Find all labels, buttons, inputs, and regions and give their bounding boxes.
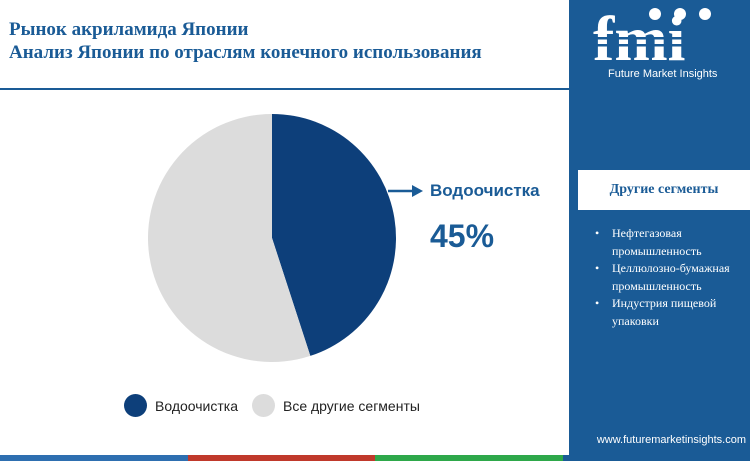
legend-item-other-segments: Все другие сегменты	[252, 394, 420, 417]
other-segments-list: • Нефтегазовая промышленность • Целлюлозно…	[595, 225, 745, 330]
website-url: www.futuremarketinsights.com	[596, 434, 746, 446]
legend-label-other-segments: Все другие сегменты	[283, 397, 420, 414]
title-divider	[0, 88, 569, 90]
pie-chart	[147, 114, 423, 363]
sidebar: fmi Future Market Insights Другие сегмен…	[569, 0, 750, 455]
legend-swatch-water-treatment	[124, 394, 147, 417]
legend-swatch-other-segments	[252, 394, 275, 417]
globe-icon	[649, 8, 661, 20]
bullet: •	[595, 226, 600, 240]
fmi-logo: fmi Future Market Insights	[583, 4, 743, 84]
callout-value: 45%	[430, 218, 495, 254]
bottom-bar-segment	[0, 455, 188, 461]
pie-slice-water-treatment	[272, 114, 396, 356]
legend-label-water-treatment: Водоочистка	[155, 397, 238, 414]
callout-label: Водоочистка	[430, 181, 540, 200]
list-item: • Целлюлозно-бумажная промышленность	[595, 260, 745, 295]
pie-slice-other-segments	[147, 114, 311, 363]
list-item: • Нефтегазовая промышленность	[595, 225, 745, 260]
bullet: •	[595, 296, 600, 310]
bottom-bar-segment	[187, 455, 375, 461]
globe-icon	[699, 8, 711, 20]
callout-arrow	[388, 185, 423, 197]
title-line-1: Рынок акриламида Японии	[9, 19, 249, 40]
list-item-text: Нефтегазовая промышленность	[612, 226, 702, 258]
bottom-bar-segment	[375, 455, 563, 461]
other-segments-heading: Другие сегменты	[578, 170, 750, 210]
list-item: • Индустрия пищевой упаковки	[595, 295, 745, 330]
logo-text: fmi	[593, 4, 685, 66]
pie-slices	[147, 114, 396, 363]
legend-item-water-treatment: Водоочистка	[124, 394, 238, 417]
bottom-bar-segment	[562, 455, 750, 461]
bottom-color-bar	[0, 455, 750, 461]
fmi-logo-mark: fmi	[591, 4, 715, 66]
globe-icon	[674, 8, 686, 20]
page-title: Рынок акриламида Японии Анализ Японии по…	[9, 18, 569, 64]
title-line-2: Анализ Японии по отраслям конечного испо…	[9, 42, 482, 63]
bullet: •	[595, 261, 600, 275]
logo-subtitle: Future Market Insights	[608, 68, 718, 80]
list-item-text: Целлюлозно-бумажная промышленность	[612, 261, 730, 293]
list-item-text: Индустрия пищевой упаковки	[612, 296, 717, 328]
chart-legend: Водоочистка Все другие сегменты	[124, 394, 434, 417]
